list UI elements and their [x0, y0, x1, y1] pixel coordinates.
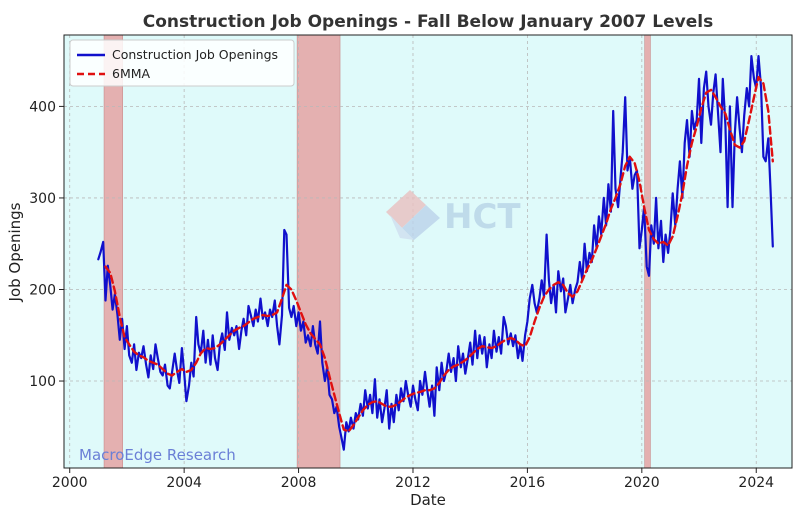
legend-label-6mma: 6MMA: [112, 66, 151, 81]
series-line-openings: [97, 55, 774, 451]
y-tick-label: 100: [29, 374, 56, 390]
watermark-text: MacroEdge Research: [79, 446, 236, 464]
x-tick-label: 2012: [395, 475, 431, 491]
series-layer: [97, 55, 774, 451]
y-axis-label: Job Openings: [6, 202, 24, 302]
plot-frame: [63, 34, 793, 469]
gridlines: [64, 35, 792, 468]
legend-label-openings: Construction Job Openings: [112, 47, 278, 62]
recession-band: [103, 34, 123, 469]
legend-box: [69, 39, 295, 87]
x-axis-label: Date: [410, 491, 446, 509]
x-tick-label: 2020: [624, 475, 660, 491]
chart-title: Construction Job Openings - Fall Below J…: [143, 12, 713, 32]
legend: Construction Job Openings 6MMA: [69, 39, 295, 87]
series-line-6mma: [104, 75, 774, 433]
x-tick-label: 2016: [510, 475, 546, 491]
logo-text: HCT: [444, 197, 521, 237]
watermark-logo: HCT: [386, 190, 521, 240]
y-tick-label: 300: [29, 191, 56, 207]
x-tick-label: 2008: [281, 475, 317, 491]
x-tick-label: 2000: [52, 475, 88, 491]
x-tick-label: 2024: [738, 475, 774, 491]
tick-marks: 2000 2004 2008 2012 2016 2020 2024 100 200 300 400: [29, 99, 774, 491]
x-tick-label: 2004: [166, 475, 202, 491]
diamond-logo-icon: [386, 190, 440, 240]
y-tick-label: 400: [29, 99, 56, 115]
y-tick-label: 200: [29, 282, 56, 298]
